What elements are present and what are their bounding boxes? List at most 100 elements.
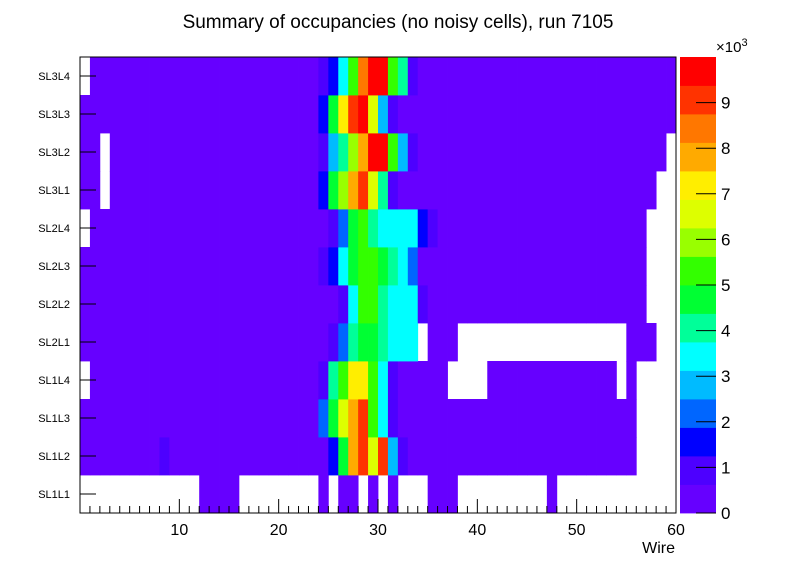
heatmap-cell — [298, 437, 309, 476]
heatmap-cell — [179, 95, 190, 134]
heatmap-cell — [139, 323, 150, 362]
heatmap-cell — [278, 361, 289, 400]
heatmap-cell — [109, 171, 121, 210]
heatmap-cell — [139, 171, 150, 210]
heatmap-cell — [258, 133, 270, 172]
heatmap-cell — [109, 209, 121, 248]
heatmap-cell — [338, 133, 349, 172]
heatmap-cell — [328, 133, 339, 172]
heatmap-cell — [278, 95, 289, 134]
heatmap-cell — [139, 133, 150, 172]
heatmap-cell — [586, 361, 597, 400]
heatmap-cell — [159, 399, 170, 438]
heatmap-cell — [298, 285, 309, 324]
heatmap-cell — [268, 361, 280, 400]
heatmap-cell — [229, 475, 240, 514]
heatmap-cell — [268, 323, 280, 362]
color-scale-swatch — [680, 456, 716, 485]
heatmap-cell — [656, 57, 667, 96]
heatmap-cell — [288, 399, 299, 438]
heatmap-cell — [646, 133, 657, 172]
heatmap-cell — [616, 437, 627, 476]
heatmap-cell — [268, 95, 280, 134]
heatmap-cell — [268, 437, 280, 476]
color-scale-tick-label: 9 — [721, 94, 730, 113]
heatmap-cell — [427, 95, 438, 134]
heatmap-cell — [517, 247, 528, 286]
heatmap-cell — [298, 171, 309, 210]
heatmap-cell — [387, 57, 399, 96]
heatmap-cell — [586, 247, 597, 286]
heatmap-cell — [219, 171, 230, 210]
heatmap-cell — [497, 361, 508, 400]
heatmap-cell — [318, 399, 329, 438]
heatmap-cell — [556, 57, 568, 96]
heatmap-cell — [527, 399, 538, 438]
heatmap-cell — [477, 285, 488, 324]
y-tick-label: SL1L4 — [38, 375, 70, 387]
heatmap-cell — [129, 399, 140, 438]
heatmap-cell — [99, 285, 111, 324]
heatmap-cell — [546, 209, 558, 248]
heatmap-cell — [209, 399, 220, 438]
heatmap-cell — [179, 57, 190, 96]
heatmap-cell — [546, 57, 558, 96]
heatmap-cell — [546, 95, 558, 134]
color-scale-swatch — [680, 199, 716, 229]
heatmap-cell — [606, 399, 617, 438]
heatmap-cell — [447, 133, 458, 172]
heatmap-cell — [477, 247, 488, 286]
heatmap-cell — [606, 247, 617, 286]
heatmap-cell — [209, 209, 220, 248]
heatmap-cell — [477, 437, 488, 476]
heatmap-cell — [477, 209, 488, 248]
heatmap-cell — [487, 133, 498, 172]
heatmap-cell — [288, 57, 299, 96]
heatmap-cell — [189, 133, 200, 172]
heatmap-cell — [149, 57, 160, 96]
heatmap-cell — [368, 285, 379, 324]
heatmap-cell — [159, 361, 170, 400]
heatmap-cell — [99, 437, 111, 476]
color-scale-tick-label: 6 — [721, 230, 730, 249]
heatmap-cell — [368, 57, 379, 96]
heatmap-cell — [566, 133, 578, 172]
x-axis-label: Wire — [642, 540, 675, 557]
heatmap-cell — [119, 209, 131, 248]
heatmap-cell — [179, 361, 190, 400]
heatmap-cell — [248, 95, 260, 134]
heatmap-cell — [407, 95, 419, 134]
heatmap-cell — [348, 323, 359, 362]
heatmap-cell — [467, 399, 478, 438]
heatmap-cell — [278, 437, 289, 476]
heatmap-cell — [238, 437, 250, 476]
heatmap-cell — [636, 209, 647, 248]
heatmap-cell — [417, 285, 429, 324]
heatmap-cell — [378, 247, 389, 286]
heatmap-cell — [149, 133, 160, 172]
heatmap-cell — [179, 209, 190, 248]
heatmap-cell — [129, 323, 140, 362]
heatmap-cell — [288, 361, 299, 400]
heatmap-cell — [566, 247, 578, 286]
heatmap-cell — [417, 399, 429, 438]
heatmap-cell — [536, 285, 548, 324]
heatmap-cell — [626, 247, 637, 286]
heatmap-cell — [656, 133, 667, 172]
color-scale-tick-label: 3 — [721, 367, 730, 386]
y-tick-label: SL3L3 — [38, 109, 70, 121]
heatmap-cell — [378, 133, 389, 172]
color-scale-tick-label: 7 — [721, 185, 730, 204]
chart-title: Summary of occupancies (no noisy cells),… — [183, 12, 614, 33]
heatmap-cell — [109, 399, 121, 438]
heatmap-cell — [119, 57, 131, 96]
heatmap-cell — [288, 285, 299, 324]
heatmap-cell — [606, 361, 617, 400]
heatmap-cell — [248, 133, 260, 172]
heatmap-cell — [536, 57, 548, 96]
heatmap-cell — [278, 399, 289, 438]
heatmap-cell — [487, 399, 498, 438]
heatmap-cell — [119, 361, 131, 400]
heatmap-cell — [626, 437, 637, 476]
heatmap-cell — [139, 285, 150, 324]
